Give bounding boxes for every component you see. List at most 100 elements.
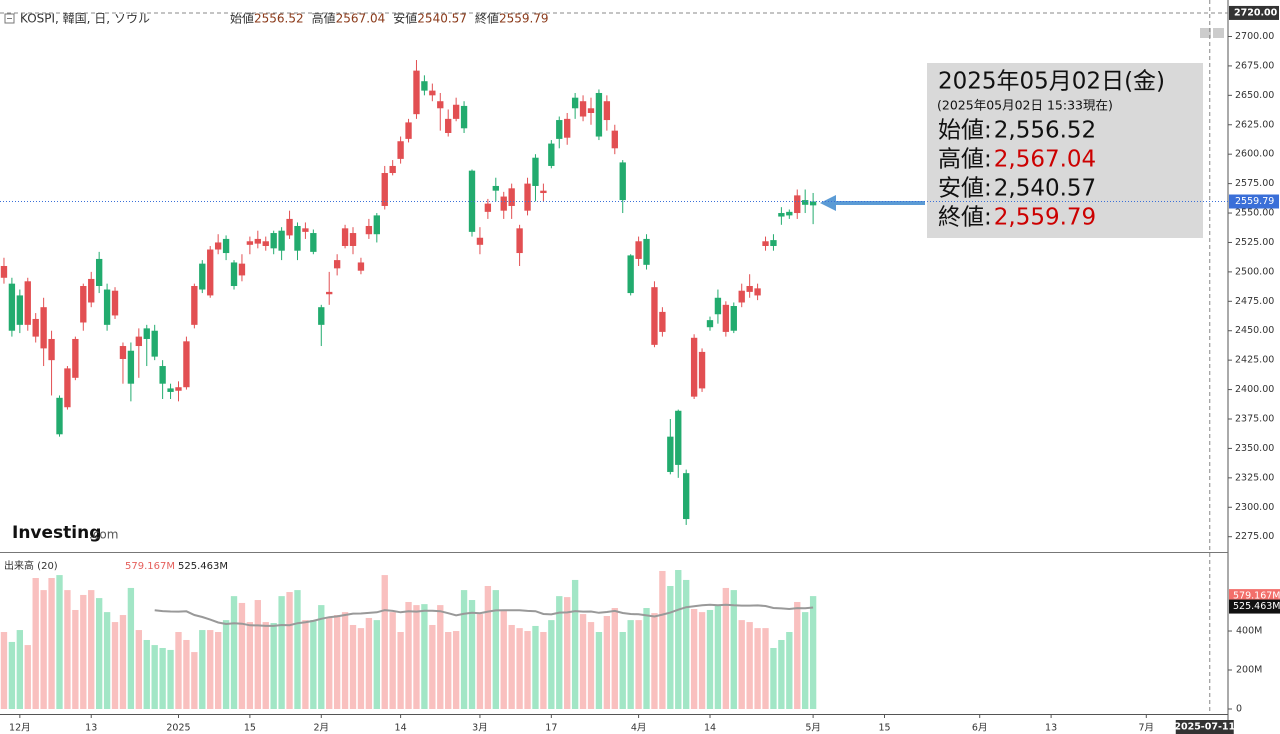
candle-body xyxy=(809,201,817,206)
volume-bar xyxy=(730,590,737,709)
candle-body xyxy=(365,225,373,235)
settings-icon[interactable] xyxy=(1200,28,1211,38)
candle-body xyxy=(167,388,174,392)
crosshair-y-label: 2720.00 xyxy=(1234,7,1278,18)
candle-body xyxy=(730,306,737,331)
candle-body xyxy=(230,262,238,287)
volume-bar xyxy=(349,624,357,709)
candle-body xyxy=(349,233,357,246)
candle-body xyxy=(222,238,230,254)
y-tick-label: 2675.00 xyxy=(1235,60,1274,71)
candle-body xyxy=(103,289,111,325)
volume-bar xyxy=(500,609,507,709)
volume-bar xyxy=(762,628,769,709)
candle-body xyxy=(476,237,484,245)
volume-bar xyxy=(579,614,587,709)
y-tick-label: 2600.00 xyxy=(1235,149,1274,160)
candle-body xyxy=(175,387,182,391)
candle-body xyxy=(24,281,31,325)
candle-body xyxy=(595,92,603,137)
volume-bar xyxy=(754,628,761,709)
volume-legend-ma: 525.463M xyxy=(178,561,228,572)
y-tick-label: 2375.00 xyxy=(1235,414,1274,425)
volume-bar xyxy=(722,587,730,709)
candle-body xyxy=(698,351,706,389)
candle-body xyxy=(64,368,71,408)
volume-bar xyxy=(635,620,642,709)
candle-body xyxy=(88,278,95,303)
candle-body xyxy=(437,101,444,109)
candle-body xyxy=(635,241,642,259)
candle-body xyxy=(246,241,254,245)
volume-bar xyxy=(786,632,793,709)
last-price-label: 2559.79 xyxy=(1235,196,1274,207)
x-tick-label: 13 xyxy=(85,723,97,734)
candle-body xyxy=(286,218,293,236)
settings-icon[interactable] xyxy=(1213,28,1224,38)
volume-bar xyxy=(246,622,254,709)
volume-bar xyxy=(16,630,24,709)
x-tick-label: 14 xyxy=(395,723,407,734)
volume-bar xyxy=(72,609,79,709)
x-tick-label: 15 xyxy=(244,723,256,734)
candle-body xyxy=(135,336,142,347)
candle-body xyxy=(738,290,745,303)
volume-bar xyxy=(8,641,16,709)
candle-body xyxy=(270,233,277,249)
candle-body xyxy=(548,143,555,166)
volume-bar xyxy=(460,590,468,709)
symbol-title: KOSPI, 韓国, 日, ソウル xyxy=(20,12,150,26)
volume-bar xyxy=(24,645,31,709)
candle-body xyxy=(508,188,515,206)
candle-body xyxy=(199,263,206,290)
volume-bar xyxy=(32,578,39,709)
x-tick-label: 14 xyxy=(704,723,716,734)
volume-bar xyxy=(468,600,476,709)
y-tick-label: 2650.00 xyxy=(1235,90,1274,101)
volume-bar xyxy=(532,625,539,709)
volume-bar xyxy=(603,616,611,709)
candle-body xyxy=(0,265,8,278)
candle-body xyxy=(706,320,714,328)
volume-legend-value: 579.167M xyxy=(125,561,175,572)
candle-body xyxy=(111,290,119,316)
candle-body xyxy=(72,338,79,378)
volume-bar xyxy=(143,639,150,709)
volume-bar xyxy=(262,622,269,709)
volume-bar xyxy=(405,601,412,709)
volume-bar xyxy=(683,579,690,709)
candle-body xyxy=(333,260,341,269)
candle-body xyxy=(627,255,634,294)
candle-body xyxy=(587,108,595,113)
volume-bar xyxy=(365,617,373,709)
candle-body xyxy=(389,165,396,174)
info-box xyxy=(927,63,1203,238)
header-label: 安値 xyxy=(393,11,417,26)
header-label: 終値 xyxy=(475,11,499,26)
volume-bar xyxy=(421,604,428,709)
candle-body xyxy=(675,410,682,465)
volume-bar xyxy=(318,605,325,709)
volume-bar xyxy=(643,608,650,709)
y-tick-label: 2700.00 xyxy=(1235,31,1274,42)
y-tick-label: 2300.00 xyxy=(1235,502,1274,513)
volume-bar xyxy=(389,612,396,709)
volume-last-label: 579.167M xyxy=(1233,591,1280,602)
info-separator: : xyxy=(984,205,992,231)
candle-body xyxy=(714,297,722,315)
volume-bar xyxy=(151,645,158,709)
volume-bar xyxy=(659,570,666,709)
volume-bar xyxy=(222,620,230,709)
collapse-icon[interactable] xyxy=(4,13,15,24)
volume-bar xyxy=(333,615,341,709)
candle-body xyxy=(238,263,246,276)
y-tick-label: 2425.00 xyxy=(1235,355,1274,366)
crosshair-y-box xyxy=(1229,5,1279,20)
candle-body xyxy=(183,341,190,388)
info-value: 2,556.52 xyxy=(994,118,1096,144)
pointer-arrowhead xyxy=(820,195,836,211)
candle-body xyxy=(80,286,87,323)
volume-bar xyxy=(294,590,301,709)
